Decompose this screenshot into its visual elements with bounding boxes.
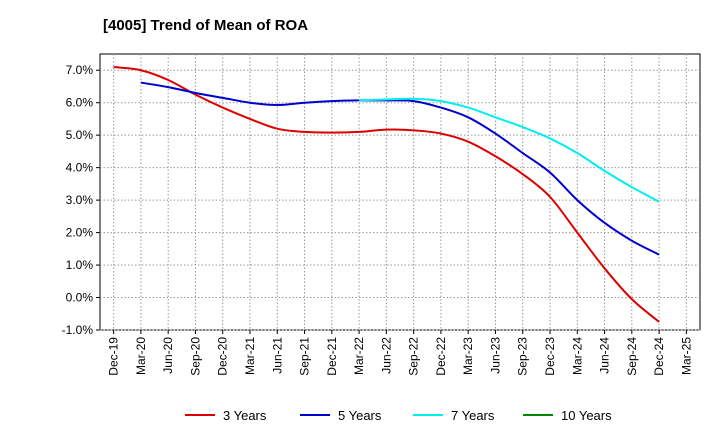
y-tick-label: 2.0% <box>66 226 94 240</box>
x-axis-ticks: Dec-19 Mar-20 Jun-20 Sep-20 Dec-20 Mar-21 Jun-… <box>107 330 693 376</box>
x-tick-label: Jun-23 <box>488 337 502 374</box>
x-tick-label: Mar-24 <box>570 337 584 375</box>
x-tick-label: Sep-21 <box>298 337 312 376</box>
x-tick-label: Jun-22 <box>379 337 393 374</box>
y-tick-label: 6.0% <box>66 96 94 110</box>
y-tick-label: 1.0% <box>66 258 94 272</box>
x-tick-label: Sep-23 <box>516 337 530 376</box>
x-tick-label: Mar-22 <box>352 337 366 375</box>
plot-area <box>99 53 701 331</box>
y-tick-label: 3.0% <box>66 193 94 207</box>
x-tick-label: Dec-24 <box>652 337 666 376</box>
y-tick-label: 7.0% <box>66 63 94 77</box>
x-tick-label: Sep-20 <box>188 337 202 376</box>
y-tick-label: -1.0% <box>62 323 94 337</box>
x-tick-label: Mar-23 <box>461 337 475 375</box>
x-tick-label: Dec-19 <box>107 337 121 376</box>
series-line-7-years <box>359 97 660 203</box>
legend-label-7-years: 7 Years <box>451 408 495 423</box>
legend-label-3-years: 3 Years <box>223 408 267 423</box>
legend-label-5-years: 5 Years <box>338 408 382 423</box>
x-tick-label: Mar-25 <box>679 337 693 375</box>
x-tick-label: Jun-21 <box>270 337 284 374</box>
x-tick-label: Jun-20 <box>161 337 175 374</box>
x-tick-label: Dec-22 <box>434 337 448 376</box>
x-tick-label: Jun-24 <box>598 337 612 374</box>
x-tick-label: Mar-20 <box>134 337 148 375</box>
x-tick-label: Dec-20 <box>216 337 230 376</box>
x-tick-label: Dec-23 <box>543 337 557 376</box>
x-tick-label: Dec-21 <box>325 337 339 376</box>
series-line-3-years <box>113 65 660 323</box>
legend-label-10-years: 10 Years <box>561 408 612 423</box>
series-lines <box>113 65 660 323</box>
x-tick-label: Sep-24 <box>625 337 639 376</box>
x-tick-label: Mar-21 <box>243 337 257 375</box>
series-line-5-years <box>140 81 660 256</box>
chart-title: [4005] Trend of Mean of ROA <box>103 17 308 34</box>
grid-lines <box>100 54 700 331</box>
legend: 3 Years 5 Years 7 Years 10 Years <box>185 408 612 423</box>
y-tick-label: 4.0% <box>66 161 94 175</box>
y-axis-ticks: -1.0% 0.0% 1.0% 2.0% 3.0% 4.0% 5.0% 6.0% 7.0% <box>62 63 100 337</box>
y-tick-label: 0.0% <box>66 291 94 305</box>
y-tick-label: 5.0% <box>66 128 94 142</box>
x-tick-label: Sep-22 <box>407 337 421 376</box>
